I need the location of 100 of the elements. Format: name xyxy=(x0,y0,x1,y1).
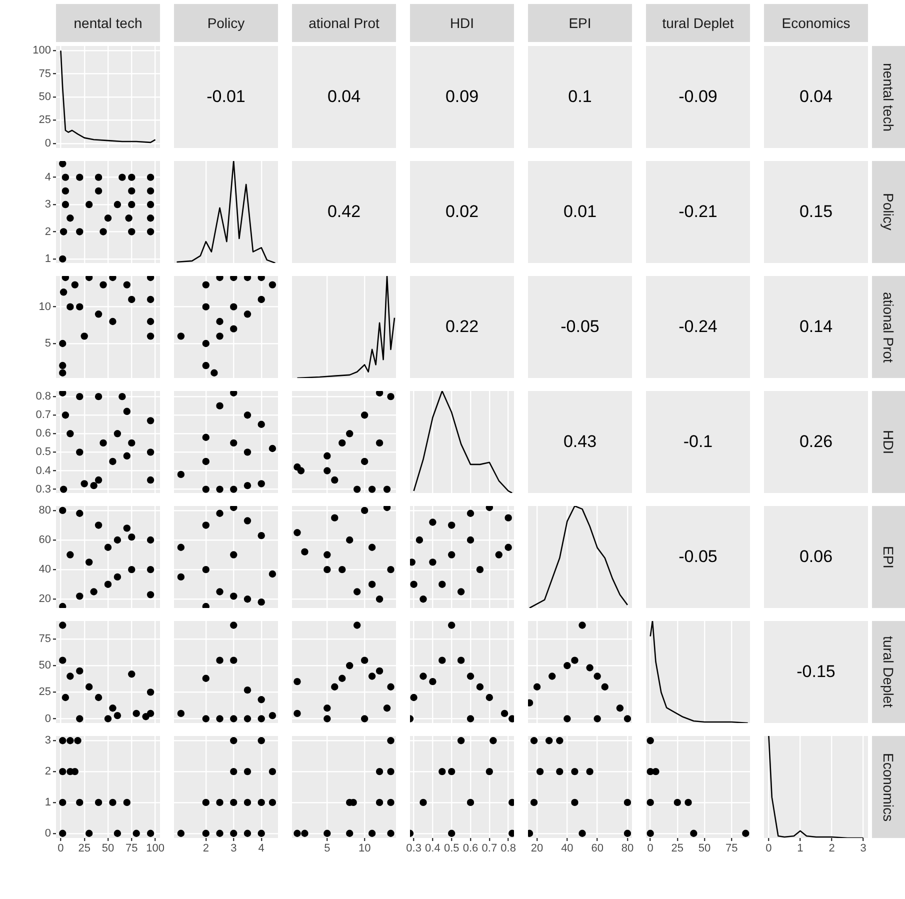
y2-axis-title: Policy xyxy=(872,161,905,263)
y2-axis-title: tural Deplet xyxy=(872,621,905,723)
point xyxy=(177,544,185,551)
x-tick-label: 0 xyxy=(647,842,654,855)
point xyxy=(244,715,252,722)
point xyxy=(438,580,446,588)
point xyxy=(420,596,427,603)
point xyxy=(146,187,154,195)
y-tick-label: 40 xyxy=(38,564,51,576)
point xyxy=(258,598,265,606)
point xyxy=(258,420,265,428)
point xyxy=(216,402,224,410)
y-tick-label: 0.5 xyxy=(36,446,51,458)
point xyxy=(60,486,68,493)
point xyxy=(76,667,84,675)
point xyxy=(94,174,102,181)
point xyxy=(146,174,154,181)
point xyxy=(128,187,136,195)
point xyxy=(118,392,126,400)
point xyxy=(466,536,474,544)
point xyxy=(368,830,376,837)
point xyxy=(652,768,660,776)
x-tick-label: 0.7 xyxy=(482,842,498,855)
point xyxy=(536,768,544,776)
point xyxy=(76,592,84,600)
point xyxy=(104,715,112,722)
text: 0.15 xyxy=(799,202,833,222)
point xyxy=(230,325,238,332)
point xyxy=(146,688,154,696)
y-tick-label: 50 xyxy=(38,91,51,104)
point xyxy=(353,486,361,493)
point xyxy=(80,480,88,488)
point xyxy=(216,830,224,837)
x-tick-label: 3 xyxy=(230,842,237,855)
x-tick-label: 25 xyxy=(671,842,684,855)
point xyxy=(244,830,252,837)
point xyxy=(324,452,331,460)
point xyxy=(114,830,122,837)
point xyxy=(123,452,131,460)
point xyxy=(353,588,361,596)
point xyxy=(230,391,238,396)
point xyxy=(202,281,210,288)
point xyxy=(324,551,331,558)
point xyxy=(486,768,494,776)
point xyxy=(420,798,427,806)
point xyxy=(258,737,265,744)
point xyxy=(177,332,185,340)
point xyxy=(383,486,391,493)
point xyxy=(59,161,66,168)
y-tick-label: 25 xyxy=(38,114,51,126)
point xyxy=(594,715,601,722)
y-tick-label: 0.8 xyxy=(36,390,51,403)
point xyxy=(59,798,66,806)
point xyxy=(420,672,427,680)
point xyxy=(578,830,586,837)
point xyxy=(230,303,238,310)
point xyxy=(76,510,84,517)
point xyxy=(387,768,394,776)
x-tick-label: 0.4 xyxy=(425,842,440,855)
point xyxy=(338,566,346,574)
point xyxy=(476,566,484,574)
point xyxy=(230,798,238,806)
point xyxy=(294,529,301,536)
point xyxy=(586,768,594,776)
point xyxy=(109,458,116,466)
x-tick-label: 5 xyxy=(324,842,330,855)
point xyxy=(59,622,66,629)
point xyxy=(62,200,70,208)
point xyxy=(646,830,654,837)
point xyxy=(100,281,107,288)
chart-title: Policy xyxy=(174,4,278,42)
y-tick-label: 50 xyxy=(38,660,51,672)
y2-axis-title: nental tech xyxy=(872,46,905,148)
point xyxy=(94,392,102,400)
point xyxy=(586,664,594,672)
point xyxy=(76,448,84,456)
x-tick-label: 40 xyxy=(561,842,574,855)
point xyxy=(62,412,70,419)
y-tick-label: 75 xyxy=(38,68,51,80)
text: 0.04 xyxy=(327,87,361,107)
y-tick-label: 1 xyxy=(44,252,51,265)
point xyxy=(123,408,131,415)
point xyxy=(104,214,112,222)
point xyxy=(571,768,578,776)
point xyxy=(62,187,70,195)
text: 0.1 xyxy=(568,87,592,107)
point xyxy=(368,580,376,588)
chart-title: Economics xyxy=(764,4,868,42)
point xyxy=(114,200,122,208)
point xyxy=(94,187,102,195)
point xyxy=(109,704,116,712)
point xyxy=(59,362,66,370)
point xyxy=(216,318,224,326)
point xyxy=(202,362,210,370)
point xyxy=(294,710,301,718)
text: -0.09 xyxy=(678,87,718,107)
point xyxy=(578,622,586,629)
point xyxy=(202,303,210,310)
point xyxy=(268,768,276,776)
point xyxy=(244,517,252,524)
